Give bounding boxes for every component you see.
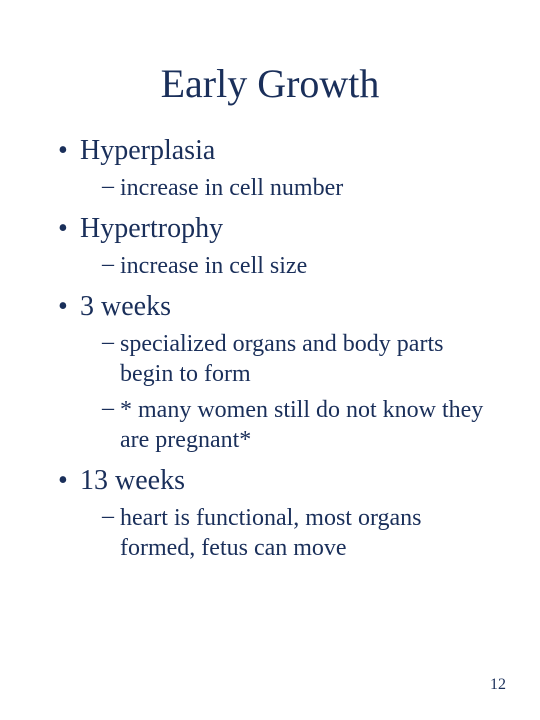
- bullet-label: 3 weeks: [80, 291, 171, 323]
- bullet-marker: •: [58, 291, 80, 323]
- bullet-item: • 3 weeks: [58, 291, 500, 323]
- page-number: 12: [490, 676, 506, 694]
- bullet-marker: •: [58, 213, 80, 245]
- sub-bullet-text: specialized organs and body parts begin …: [120, 329, 500, 389]
- dash-marker: –: [102, 173, 120, 203]
- sub-bullet-text: * many women still do not know they are …: [120, 395, 500, 455]
- bullet-item: • Hypertrophy: [58, 213, 500, 245]
- sub-bullet-item: – specialized organs and body parts begi…: [102, 329, 500, 389]
- bullet-marker: •: [58, 135, 80, 167]
- sub-bullet-item: – increase in cell size: [102, 251, 500, 281]
- dash-marker: –: [102, 329, 120, 389]
- sub-bullet-text: heart is functional, most organs formed,…: [120, 503, 500, 563]
- sub-bullet-item: – heart is functional, most organs forme…: [102, 503, 500, 563]
- sub-bullet-text: increase in cell size: [120, 251, 500, 281]
- bullet-item: • Hyperplasia: [58, 135, 500, 167]
- bullet-label: Hyperplasia: [80, 135, 215, 167]
- dash-marker: –: [102, 503, 120, 563]
- bullet-item: • 13 weeks: [58, 465, 500, 497]
- sub-bullet-text: increase in cell number: [120, 173, 500, 203]
- sub-bullet-item: – increase in cell number: [102, 173, 500, 203]
- sub-bullet-item: – * many women still do not know they ar…: [102, 395, 500, 455]
- bullet-label: 13 weeks: [80, 465, 185, 497]
- slide-title: Early Growth: [40, 60, 500, 107]
- dash-marker: –: [102, 395, 120, 455]
- dash-marker: –: [102, 251, 120, 281]
- bullet-marker: •: [58, 465, 80, 497]
- bullet-label: Hypertrophy: [80, 213, 223, 245]
